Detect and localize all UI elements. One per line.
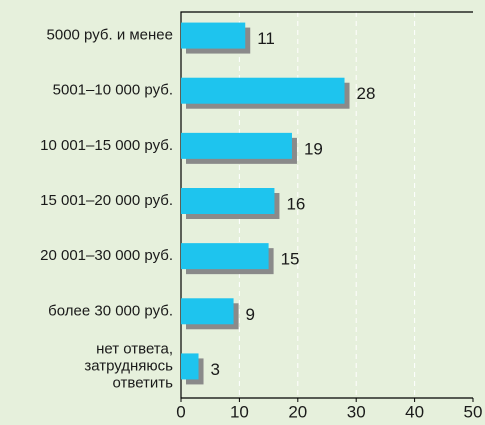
bar — [181, 243, 269, 270]
y-tick-label: 20 001–30 000 руб. — [40, 247, 173, 264]
value-label: 28 — [357, 84, 376, 103]
value-label: 19 — [304, 139, 323, 158]
y-tick-label: 5000 руб. и менее — [47, 27, 173, 44]
x-tick-label: 30 — [347, 402, 366, 421]
bar — [181, 22, 246, 49]
y-tick-label: нет ответа, затрудняюсь ответить — [84, 340, 173, 391]
bar — [181, 77, 345, 104]
x-tick-label: 40 — [405, 402, 424, 421]
y-tick-label: 5001–10 000 руб. — [53, 82, 173, 99]
bar — [181, 353, 199, 380]
y-tick-label: 10 001–15 000 руб. — [40, 137, 173, 154]
value-label: 9 — [246, 305, 255, 324]
x-tick-label: 50 — [464, 402, 483, 421]
y-tick-label: более 30 000 руб. — [48, 302, 173, 319]
bar — [181, 188, 275, 214]
value-label: 3 — [211, 360, 220, 379]
value-label: 11 — [257, 29, 275, 48]
bar — [181, 132, 292, 159]
y-tick-label: 15 001–20 000 руб. — [40, 192, 173, 209]
x-tick-label: 20 — [288, 402, 307, 421]
value-label: 16 — [286, 194, 305, 213]
x-tick-label: 10 — [230, 402, 249, 421]
value-label: 15 — [281, 250, 300, 269]
bar — [181, 298, 234, 325]
x-tick-label: 0 — [176, 402, 185, 421]
